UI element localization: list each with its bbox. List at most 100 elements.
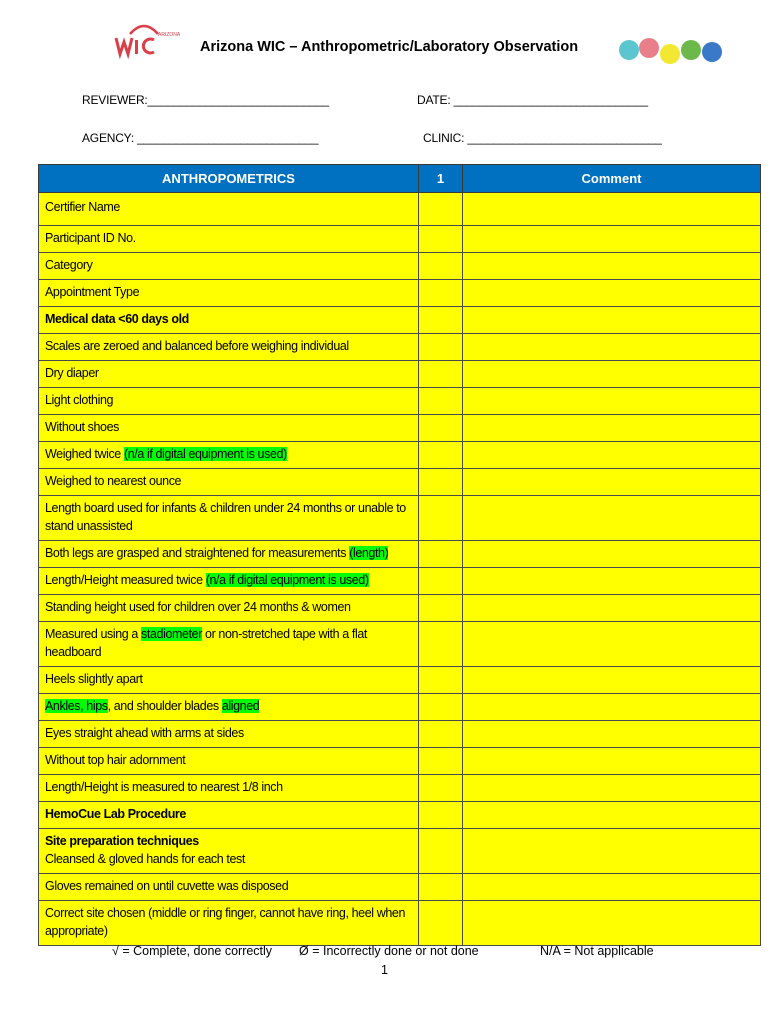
criteria-text: Scales are zeroed and balanced before we… xyxy=(45,339,349,353)
legend-incorrect: Ø = Incorrectly done or not done xyxy=(299,944,479,958)
observation-1-cell[interactable] xyxy=(418,279,463,307)
observation-1-cell[interactable] xyxy=(418,414,463,442)
page-number: 1 xyxy=(381,963,388,977)
criteria-text: , and shoulder blades xyxy=(107,699,222,713)
observation-1-cell[interactable] xyxy=(418,225,463,253)
criteria-cell: Light clothing xyxy=(38,387,419,415)
criteria-cell: Length board used for infants & children… xyxy=(38,495,419,541)
observation-1-cell[interactable] xyxy=(418,594,463,622)
comment-cell[interactable] xyxy=(462,693,761,721)
svg-text:ARIZONA: ARIZONA xyxy=(158,32,180,38)
table-row: Standing height used for children over 2… xyxy=(38,594,761,622)
criteria-text: Weighed twice xyxy=(45,447,124,461)
observation-1-cell[interactable] xyxy=(418,720,463,748)
table-row: Without shoes xyxy=(38,414,761,442)
criteria-text: Participant ID No. xyxy=(45,231,136,245)
comment-cell[interactable] xyxy=(462,360,761,388)
table-row: Gloves remained on until cuvette was dis… xyxy=(38,873,761,901)
observation-1-cell[interactable] xyxy=(418,801,463,829)
comment-cell[interactable] xyxy=(462,279,761,307)
comment-cell[interactable] xyxy=(462,873,761,901)
observation-1-cell[interactable] xyxy=(418,693,463,721)
criteria-cell: Certifier Name xyxy=(38,192,419,226)
comment-cell[interactable] xyxy=(462,900,761,946)
criteria-cell: Without shoes xyxy=(38,414,419,442)
observation-1-cell[interactable] xyxy=(418,621,463,667)
observation-1-cell[interactable] xyxy=(418,252,463,280)
criteria-cell: Weighed twice (n/a if digital equipment … xyxy=(38,441,419,469)
observation-1-cell[interactable] xyxy=(418,441,463,469)
criteria-text: Standing height used for children over 2… xyxy=(45,600,351,614)
criteria-cell: Eyes straight ahead with arms at sides xyxy=(38,720,419,748)
comment-cell[interactable] xyxy=(462,333,761,361)
observation-1-cell[interactable] xyxy=(418,747,463,775)
criteria-cell: Dry diaper xyxy=(38,360,419,388)
comment-cell[interactable] xyxy=(462,414,761,442)
observation-1-cell[interactable] xyxy=(418,333,463,361)
table-row: Heels slightly apart xyxy=(38,666,761,694)
reviewer-field[interactable]: REVIEWER:____________________________ xyxy=(82,93,329,107)
observation-1-cell[interactable] xyxy=(418,774,463,802)
comment-cell[interactable] xyxy=(462,252,761,280)
criteria-cell: Standing height used for children over 2… xyxy=(38,594,419,622)
observation-1-cell[interactable] xyxy=(418,666,463,694)
comment-cell[interactable] xyxy=(462,747,761,775)
criteria-text: Both legs are grasped and straightened f… xyxy=(45,546,350,560)
comment-cell[interactable] xyxy=(462,306,761,334)
observation-1-cell[interactable] xyxy=(418,306,463,334)
criteria-cell: Participant ID No. xyxy=(38,225,419,253)
comment-cell[interactable] xyxy=(462,774,761,802)
comment-cell[interactable] xyxy=(462,192,761,226)
comment-cell[interactable] xyxy=(462,495,761,541)
criteria-text: Category xyxy=(45,258,93,272)
criteria-cell: HemoCue Lab Procedure xyxy=(38,801,419,829)
comment-cell[interactable] xyxy=(462,387,761,415)
date-field[interactable]: DATE: ______________________________ xyxy=(417,93,648,107)
criteria-text: Cleansed & gloved hands for each test xyxy=(45,852,245,866)
observation-1-cell[interactable] xyxy=(418,387,463,415)
comment-cell[interactable] xyxy=(462,468,761,496)
observation-1-cell[interactable] xyxy=(418,495,463,541)
table-row: Both legs are grasped and straightened f… xyxy=(38,540,761,568)
comment-cell[interactable] xyxy=(462,594,761,622)
table-row: Participant ID No. xyxy=(38,225,761,253)
agency-field[interactable]: AGENCY: ____________________________ xyxy=(82,131,319,145)
comment-cell[interactable] xyxy=(462,801,761,829)
observation-1-cell[interactable] xyxy=(418,567,463,595)
table-row: Ankles, hips, and shoulder blades aligne… xyxy=(38,693,761,721)
table-row: Scales are zeroed and balanced before we… xyxy=(38,333,761,361)
table-row: Eyes straight ahead with arms at sides xyxy=(38,720,761,748)
table-row: Length/Height measured twice (n/a if dig… xyxy=(38,567,761,595)
observation-1-cell[interactable] xyxy=(418,873,463,901)
criteria-cell: Medical data <60 days old xyxy=(38,306,419,334)
criteria-text: Eyes straight ahead with arms at sides xyxy=(45,726,244,740)
criteria-text: Without top hair adornment xyxy=(45,753,186,767)
comment-cell[interactable] xyxy=(462,567,761,595)
clinic-field[interactable]: CLINIC: ______________________________ xyxy=(423,131,662,145)
observation-1-cell[interactable] xyxy=(418,360,463,388)
comment-cell[interactable] xyxy=(462,828,761,874)
observation-1-cell[interactable] xyxy=(418,900,463,946)
comment-cell[interactable] xyxy=(462,225,761,253)
comment-cell[interactable] xyxy=(462,621,761,667)
comment-cell[interactable] xyxy=(462,441,761,469)
table-header-row: ANTHROPOMETRICS 1 Comment xyxy=(38,164,761,193)
criteria-cell: Heels slightly apart xyxy=(38,666,419,694)
comment-cell[interactable] xyxy=(462,666,761,694)
page-title: Arizona WIC – Anthropometric/Laboratory … xyxy=(200,39,579,55)
observation-1-cell[interactable] xyxy=(418,468,463,496)
observation-1-cell[interactable] xyxy=(418,192,463,226)
table-row: Weighed to nearest ounce xyxy=(38,468,761,496)
comment-cell[interactable] xyxy=(462,540,761,568)
criteria-cell: Scales are zeroed and balanced before we… xyxy=(38,333,419,361)
criteria-text: Appointment Type xyxy=(45,285,140,299)
observation-1-cell[interactable] xyxy=(418,828,463,874)
comment-cell[interactable] xyxy=(462,720,761,748)
criteria-text: Measured using a xyxy=(45,627,142,641)
table-row: Medical data <60 days old xyxy=(38,306,761,334)
observation-1-cell[interactable] xyxy=(418,540,463,568)
criteria-cell: Appointment Type xyxy=(38,279,419,307)
hands-logo xyxy=(619,38,722,64)
criteria-text: Dry diaper xyxy=(45,366,99,380)
table-row: HemoCue Lab Procedure xyxy=(38,801,761,829)
